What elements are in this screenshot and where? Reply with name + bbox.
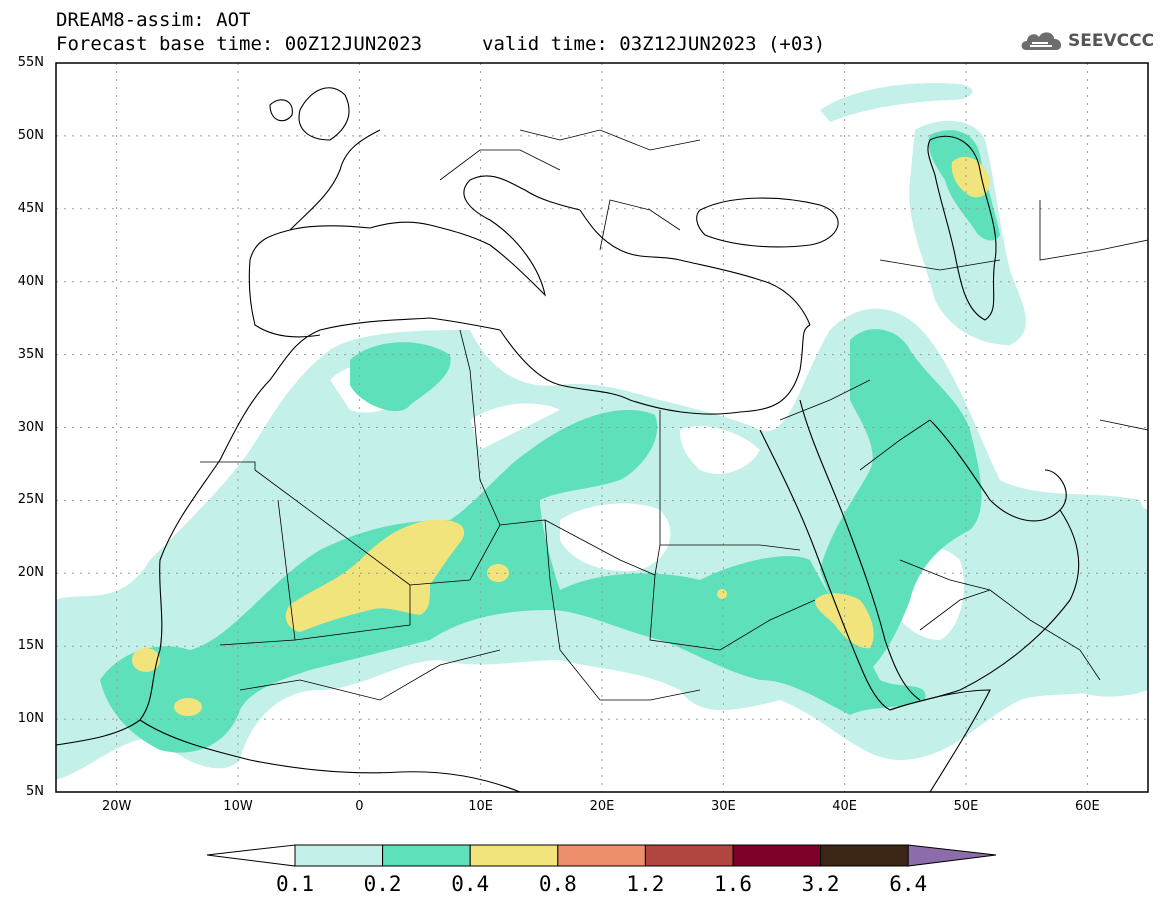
- lat-tick-label: 15N: [17, 638, 44, 654]
- colorbar-level-label: 3.2: [801, 872, 840, 896]
- lat-tick-label: 40N: [17, 273, 44, 289]
- lat-tick-label: 20N: [17, 565, 44, 581]
- valid-time: valid time: 03Z12JUN2023 (+03): [482, 33, 826, 55]
- map-graticule: [56, 63, 1148, 792]
- lon-tick-label: 20W: [101, 799, 132, 814]
- colorbar-level-label: 0.8: [538, 872, 577, 896]
- lon-tick-label: 50E: [953, 799, 979, 814]
- colorbar-high-arrow: [907, 844, 997, 867]
- colorbar-level-label: 1.2: [626, 872, 665, 896]
- map-title: DREAM8-assim: AOT: [56, 9, 251, 31]
- colorbar-swatch: [732, 844, 822, 867]
- borders: [200, 129, 1148, 701]
- lat-tick-label: 5N: [26, 784, 44, 799]
- lon-tick-label: 20E: [589, 799, 615, 814]
- colorbar-swatch: [382, 844, 471, 867]
- lon-tick-label: 60E: [1074, 799, 1100, 814]
- colorbar-swatch: [644, 844, 734, 867]
- lon-tick-label: 30E: [710, 799, 736, 814]
- aot-band-0-4: [132, 156, 990, 716]
- lat-tick-label: 25N: [17, 492, 44, 508]
- map-frame: [55, 62, 1149, 793]
- lat-tick-label: 45N: [17, 200, 44, 216]
- colorbar-level-label: 0.2: [363, 872, 402, 896]
- forecast-base-time: Forecast base time: 00Z12JUN2023: [56, 33, 423, 55]
- colorbar-swatch: [294, 844, 384, 867]
- lat-tick-label: 50N: [17, 127, 44, 143]
- lat-tick-label: 30N: [17, 419, 44, 435]
- colorbar-level-label: 6.4: [889, 872, 928, 896]
- colorbar-level-label: 0.1: [276, 872, 314, 896]
- seevccc-logo: SEEVCCC: [1018, 26, 1158, 56]
- colorbar: [206, 844, 997, 867]
- lon-tick-label: 40E: [832, 799, 858, 814]
- lon-tick-label: 10E: [468, 799, 494, 814]
- lat-tick-label: 10N: [17, 711, 44, 727]
- lat-tick-label: 35N: [17, 346, 44, 362]
- lat-tick-label: 55N: [17, 55, 44, 70]
- coastlines: [56, 87, 1080, 792]
- colorbar-level-label: 0.4: [451, 872, 490, 896]
- logo-text: SEEVCCC: [1068, 31, 1155, 51]
- cloud-icon: [1021, 32, 1062, 50]
- colorbar-swatch: [557, 844, 646, 867]
- aot-shading: [56, 83, 1148, 780]
- colorbar-low-arrow: [206, 844, 296, 867]
- colorbar-swatch: [469, 844, 559, 867]
- colorbar-swatch: [820, 844, 909, 867]
- lon-tick-label: 10W: [223, 799, 253, 814]
- colorbar-level-label: 1.6: [714, 872, 752, 896]
- lon-tick-label: 0: [355, 799, 364, 814]
